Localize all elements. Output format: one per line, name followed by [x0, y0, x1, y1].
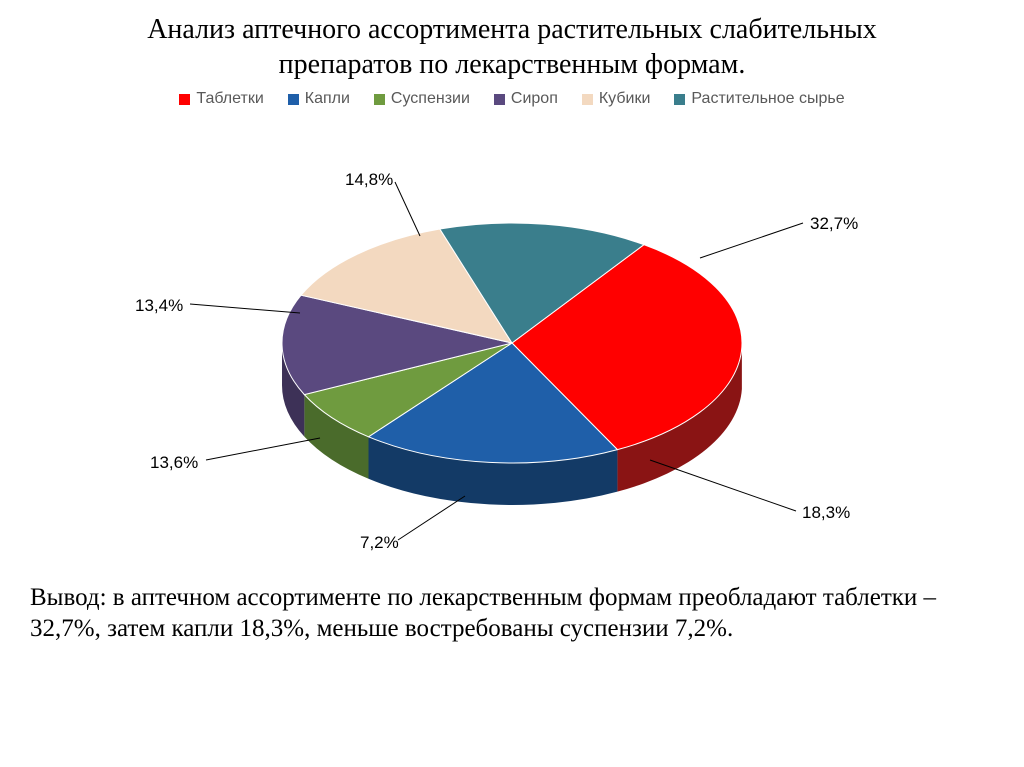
pie-svg [0, 108, 1024, 568]
legend-label: Растительное сырье [691, 90, 844, 108]
chart-title: Анализ аптечного ассортимента растительн… [0, 0, 1024, 86]
data-label: 13,4% [135, 296, 183, 316]
title-line1: Анализ аптечного ассортимента растительн… [147, 14, 877, 45]
legend-label: Суспензии [391, 90, 470, 108]
legend-swatch [582, 94, 593, 105]
leader-line [700, 223, 803, 258]
leader-line [650, 460, 796, 511]
data-label: 14,8% [345, 170, 393, 190]
legend-item: Кубики [582, 90, 651, 108]
legend-swatch [374, 94, 385, 105]
data-label: 18,3% [802, 503, 850, 523]
data-label: 13,6% [150, 453, 198, 473]
data-label: 32,7% [810, 214, 858, 234]
legend-item: Суспензии [374, 90, 470, 108]
legend-item: Таблетки [179, 90, 263, 108]
legend-label: Капли [305, 90, 350, 108]
legend: Таблетки Капли Суспензии Сироп Кубики Растите… [0, 90, 1024, 108]
legend-label: Кубики [599, 90, 651, 108]
legend-swatch [674, 94, 685, 105]
legend-label: Таблетки [196, 90, 263, 108]
legend-item: Капли [288, 90, 350, 108]
legend-item: Сироп [494, 90, 558, 108]
data-label: 7,2% [360, 533, 399, 553]
legend-item: Растительное сырье [674, 90, 844, 108]
legend-swatch [288, 94, 299, 105]
pie-chart: 32,7% 18,3% 7,2% 13,6% 13,4% 14,8% [0, 108, 1024, 568]
conclusion-text: Вывод: в аптечном ассортименте по лекарс… [0, 582, 1024, 645]
leader-line [206, 438, 320, 460]
legend-swatch [494, 94, 505, 105]
leader-line [398, 496, 465, 540]
title-line2: препаратов по лекарственным формам. [279, 49, 746, 80]
legend-label: Сироп [511, 90, 558, 108]
legend-swatch [179, 94, 190, 105]
leader-line [190, 304, 300, 313]
leader-line [395, 182, 420, 236]
